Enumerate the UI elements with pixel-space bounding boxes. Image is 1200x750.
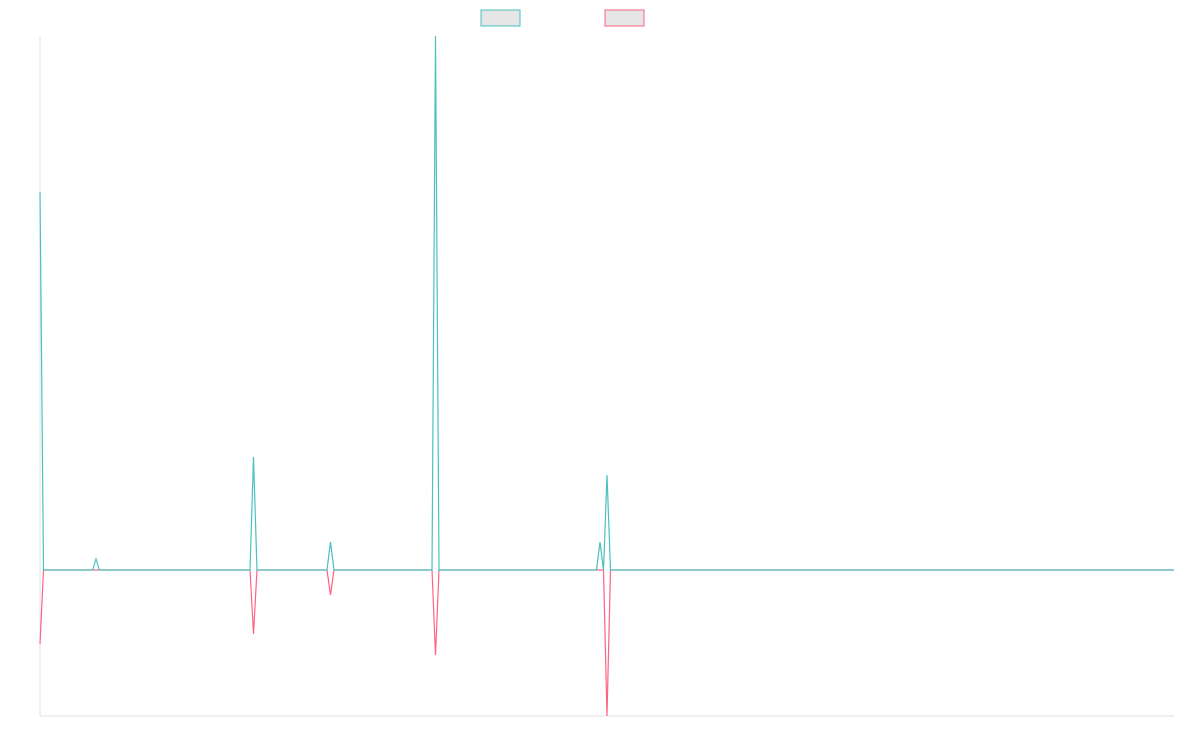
legend <box>480 9 645 27</box>
line-series <box>39 569 1174 717</box>
plot <box>39 35 1174 717</box>
line-series <box>39 35 1174 571</box>
legend-swatch[interactable] <box>480 9 521 27</box>
legend-swatch[interactable] <box>604 9 645 27</box>
